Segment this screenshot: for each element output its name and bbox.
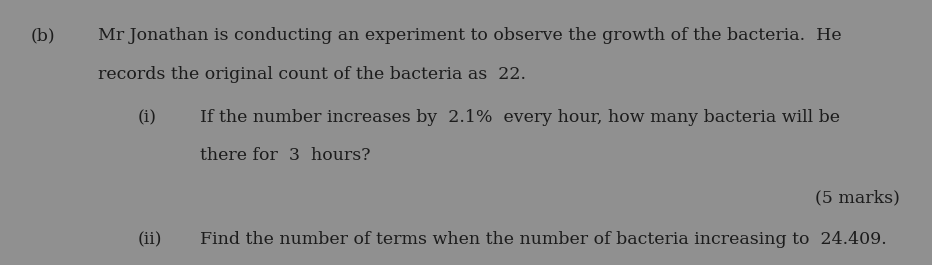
Text: there for  3  hours?: there for 3 hours? (200, 147, 371, 164)
Text: (5 marks): (5 marks) (815, 189, 899, 206)
Text: (ii): (ii) (138, 231, 162, 248)
Text: (i): (i) (138, 109, 157, 126)
Text: records the original count of the bacteria as  22.: records the original count of the bacter… (98, 66, 526, 83)
Text: Mr Jonathan is conducting an experiment to observe the growth of the bacteria.  : Mr Jonathan is conducting an experiment … (98, 27, 842, 44)
Text: Find the number of terms when the number of bacteria increasing to  24.409.: Find the number of terms when the number… (200, 231, 887, 248)
Text: (b): (b) (31, 27, 55, 44)
Text: If the number increases by  2.1%  every hour, how many bacteria will be: If the number increases by 2.1% every ho… (200, 109, 841, 126)
